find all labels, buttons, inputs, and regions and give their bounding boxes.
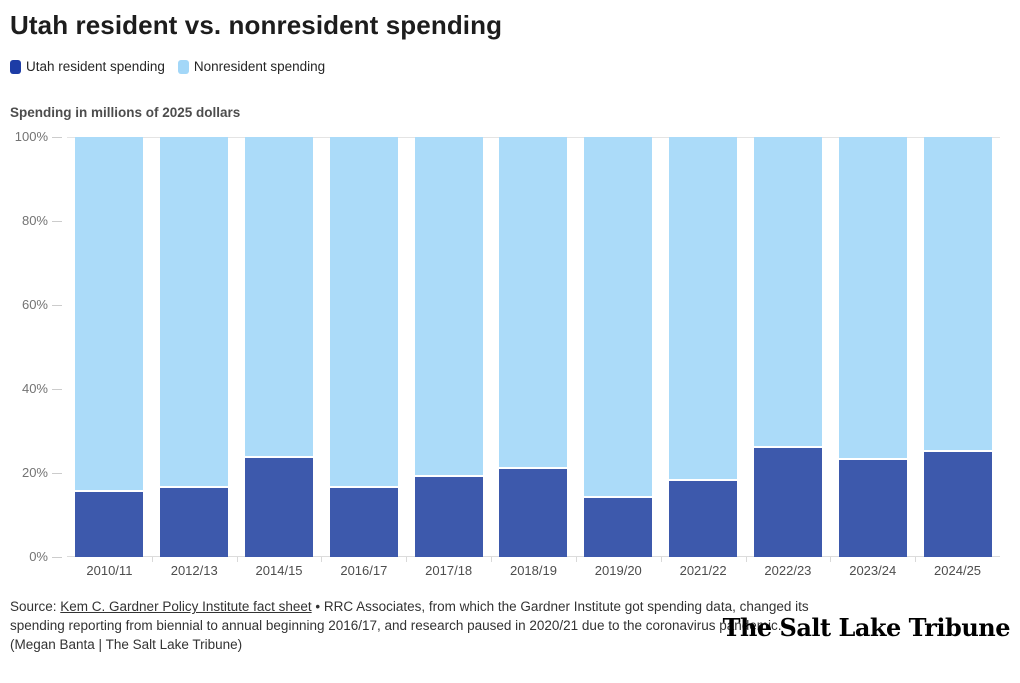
nonresident-swatch-icon <box>177 59 189 74</box>
plot-area <box>67 137 1000 562</box>
legend-item-resident: Utah resident spending <box>10 59 165 74</box>
y-axis-label: 100% <box>14 129 48 144</box>
segment-nonresident[interactable] <box>669 137 738 482</box>
legend-label-nonresident: Nonresident spending <box>193 59 326 74</box>
segment-nonresident[interactable] <box>753 137 822 448</box>
stacked-bar <box>669 137 738 557</box>
legend-item-nonresident: Nonresident spending <box>177 59 326 74</box>
chart-title: Utah resident vs. nonresident spending <box>10 10 503 40</box>
x-axis-tick <box>406 557 408 562</box>
x-axis-label: 2012/13 <box>170 563 218 578</box>
x-axis-tick <box>236 557 238 562</box>
legend: Utah resident spending Nonresident spend… <box>10 59 325 74</box>
segment-resident[interactable] <box>414 477 483 557</box>
segment-nonresident[interactable] <box>499 137 568 469</box>
stacked-bar <box>838 137 907 557</box>
y-axis-tick <box>52 557 62 558</box>
bar-column-2022/23 <box>746 137 831 557</box>
x-axis-label: 2022/23 <box>764 563 812 578</box>
x-axis-tick <box>151 557 153 562</box>
y-axis-label: 60% <box>21 297 48 312</box>
y-axis-tick <box>52 305 62 306</box>
segment-resident[interactable] <box>669 481 738 557</box>
bars-container <box>67 137 1000 557</box>
y-axis-label: 80% <box>21 213 48 228</box>
stacked-bar <box>245 137 314 557</box>
x-axis-label: 2021/22 <box>679 563 727 578</box>
segment-resident[interactable] <box>753 447 822 557</box>
bar-column-2010/11 <box>67 137 152 557</box>
bar-column-2018/19 <box>491 137 576 557</box>
x-axis-label: 2024/25 <box>934 563 982 578</box>
x-axis-tick <box>575 557 577 562</box>
segment-resident[interactable] <box>329 487 398 557</box>
y-axis-tick <box>52 221 62 222</box>
bar-column-2023/24 <box>830 137 915 557</box>
stacked-bar <box>414 137 483 557</box>
y-axis-label: 0% <box>29 549 48 564</box>
source-rest: • RRC Associates, from which the Gardner… <box>10 599 809 633</box>
source-prefix: Source: <box>10 599 61 614</box>
bar-column-2024/25 <box>915 137 1000 557</box>
x-axis-tick <box>321 557 323 562</box>
segment-resident[interactable] <box>584 498 653 557</box>
x-axis-tick <box>915 557 917 562</box>
x-axis-labels: 2010/11 2012/13 2014/15 2016/17 2017/18 2018/… <box>67 563 1000 578</box>
x-axis-label: 2017/18 <box>425 563 473 578</box>
x-axis-label: 2016/17 <box>340 563 388 578</box>
x-axis-label: 2018/19 <box>509 563 557 578</box>
source-link[interactable]: Kem C. Gardner Policy Institute fact she… <box>60 599 312 614</box>
segment-nonresident[interactable] <box>838 137 907 461</box>
segment-nonresident[interactable] <box>584 137 653 499</box>
segment-resident[interactable] <box>245 458 314 557</box>
segment-resident[interactable] <box>923 452 992 557</box>
stacked-bar <box>753 137 822 557</box>
y-axis-tick <box>52 137 62 138</box>
x-axis-tick <box>660 557 662 562</box>
segment-nonresident[interactable] <box>75 137 144 492</box>
segment-resident[interactable] <box>160 487 229 557</box>
byline-credit: (Megan Banta | The Salt Lake Tribune) <box>10 637 243 652</box>
segment-resident[interactable] <box>838 460 907 557</box>
x-axis-tick <box>491 557 493 562</box>
segment-nonresident[interactable] <box>329 137 398 488</box>
x-axis-tick <box>830 557 832 562</box>
stacked-bar <box>499 137 568 557</box>
segment-resident[interactable] <box>499 468 568 557</box>
segment-nonresident[interactable] <box>160 137 229 488</box>
resident-swatch-icon <box>10 59 21 74</box>
y-axis-tick <box>52 389 62 390</box>
axis-title: Spending in millions of 2025 dollars <box>10 105 241 120</box>
segment-nonresident[interactable] <box>245 137 314 459</box>
y-axis-label: 20% <box>21 465 48 480</box>
legend-label-resident: Utah resident spending <box>26 59 165 74</box>
bar-column-2012/13 <box>152 137 237 557</box>
x-axis-label: 2019/20 <box>594 563 642 578</box>
x-axis-label: 2010/11 <box>86 563 133 578</box>
y-axis-label: 40% <box>21 381 48 396</box>
salt-lake-tribune-logo: The Salt Lake Tribune <box>722 613 1011 642</box>
x-axis-label: 2023/24 <box>849 563 897 578</box>
segment-resident[interactable] <box>75 491 144 557</box>
bar-column-2014/15 <box>237 137 322 557</box>
bar-column-2021/22 <box>661 137 746 557</box>
stacked-bar <box>75 137 144 557</box>
bar-column-2017/18 <box>406 137 491 557</box>
segment-nonresident[interactable] <box>923 137 992 452</box>
stacked-bar <box>329 137 398 557</box>
bar-column-2019/20 <box>576 137 661 557</box>
bar-column-2016/17 <box>321 137 406 557</box>
x-axis-label: 2014/15 <box>255 563 303 578</box>
stacked-bar <box>584 137 653 557</box>
stacked-bar <box>923 137 992 557</box>
source-note: Source: Kem C. Gardner Policy Institute … <box>10 597 828 654</box>
segment-nonresident[interactable] <box>414 137 483 478</box>
stacked-bar <box>160 137 229 557</box>
y-axis-tick <box>52 473 62 474</box>
x-axis-tick <box>745 557 747 562</box>
